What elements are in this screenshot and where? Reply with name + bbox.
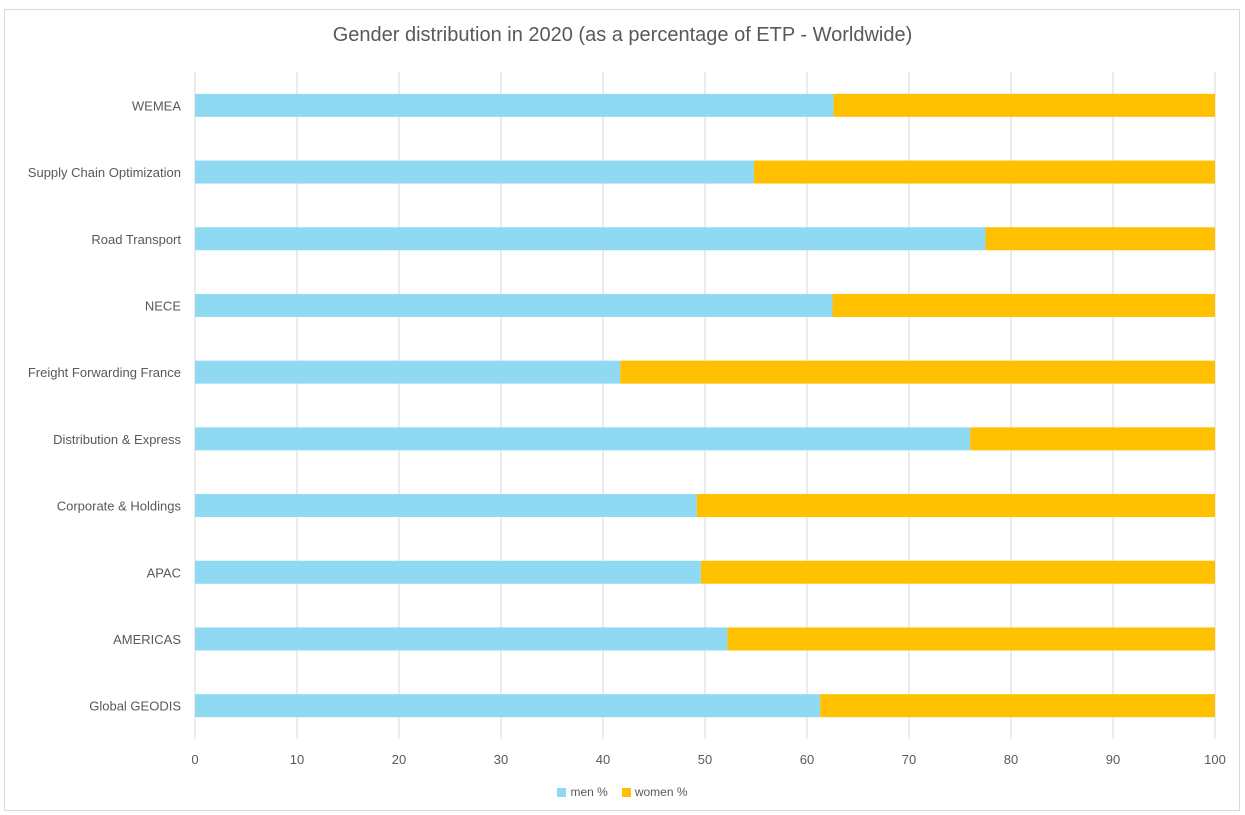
bar-women [833,93,1215,117]
category-labels: WEMEA Supply Chain Optimization Road Trans… [28,98,182,713]
bar-women [820,694,1215,718]
x-tick-label: 10 [290,752,304,767]
category-label: NECE [145,298,181,313]
x-tick-label: 20 [392,752,406,767]
x-tick-label: 0 [191,752,198,767]
chart-title: Gender distribution in 2020 (as a percen… [332,24,913,46]
bar-women [970,427,1215,451]
legend-swatch-women [621,787,631,797]
bar-men [195,494,697,518]
category-label: Global GEODIS [89,699,181,714]
x-tick-label: 90 [1106,752,1120,767]
category-label: Road Transport [91,232,181,247]
legend-label-men: men % [570,785,608,799]
category-label: APAC [147,565,181,580]
bar-men [195,627,728,651]
category-label: Distribution & Express [53,432,181,447]
bar-men [195,427,971,451]
x-tick-label: 80 [1004,752,1018,767]
x-tick-label: 30 [494,752,508,767]
bar-women [727,627,1215,651]
category-label: Corporate & Holdings [57,499,182,514]
bar-men [195,227,986,251]
legend-swatch-men [557,787,567,797]
bar-men [195,293,833,317]
category-label: Freight Forwarding France [28,365,181,380]
bar-women [620,360,1215,384]
x-tick-label: 60 [800,752,814,767]
x-tick-label: 70 [902,752,916,767]
x-tick-label: 40 [596,752,610,767]
bar-women [696,494,1215,518]
x-tick-label: 100 [1204,752,1226,767]
legend-item-men: men % [557,785,608,799]
legend-item-women: women % [621,785,688,799]
legend-label-women: women % [634,785,688,799]
bar-women [700,560,1215,584]
legend: men % women % [0,785,1245,799]
x-tick-labels: 0 10 20 30 40 50 60 70 80 90 100 [191,752,1225,767]
bar-men [195,360,621,384]
bar-women [832,293,1215,317]
bar-men [195,160,754,184]
bar-women [985,227,1215,251]
chart-frame [4,9,1240,811]
category-label: AMERICAS [113,632,181,647]
bar-men [195,560,701,584]
bar-men [195,93,834,117]
category-label: Supply Chain Optimization [28,165,181,180]
bar-women [753,160,1215,184]
x-tick-label: 50 [698,752,712,767]
bar-men [195,694,821,718]
bars [195,93,1215,718]
category-label: WEMEA [132,98,181,113]
